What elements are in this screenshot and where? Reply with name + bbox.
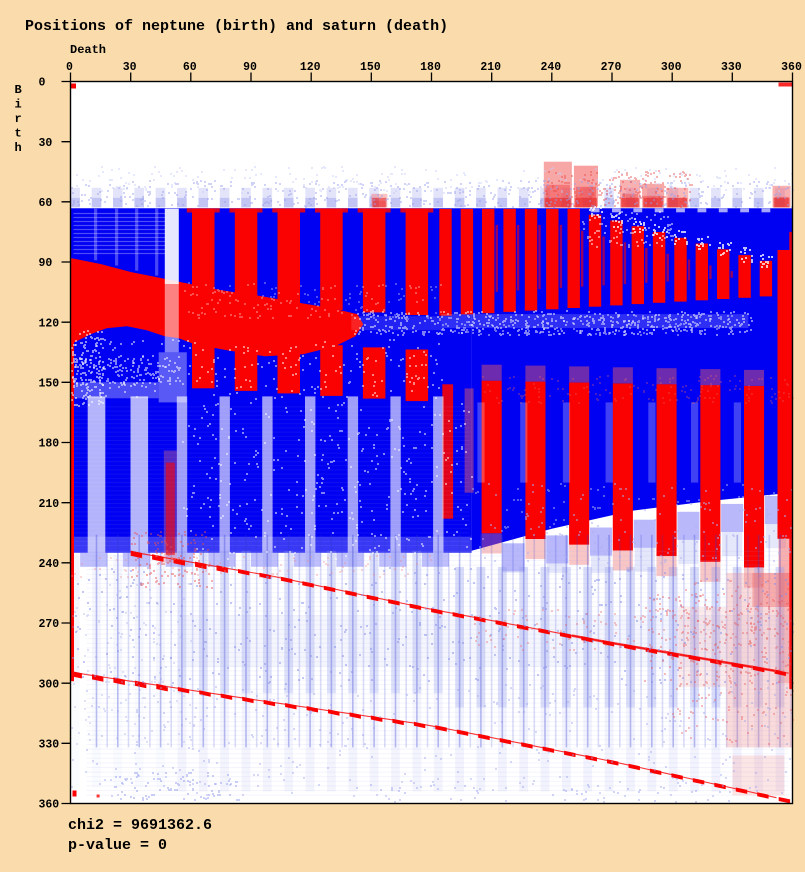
svg-text:30: 30 bbox=[123, 61, 137, 74]
svg-text:240: 240 bbox=[540, 61, 561, 74]
svg-text:90: 90 bbox=[243, 61, 257, 74]
svg-text:270: 270 bbox=[601, 61, 622, 74]
svg-text:180: 180 bbox=[420, 61, 441, 74]
svg-text:270: 270 bbox=[39, 618, 60, 631]
svg-text:360: 360 bbox=[39, 799, 60, 812]
svg-text:B: B bbox=[15, 83, 22, 97]
svg-text:0: 0 bbox=[39, 77, 46, 90]
svg-text:300: 300 bbox=[661, 61, 682, 74]
svg-text:120: 120 bbox=[39, 317, 60, 330]
svg-text:120: 120 bbox=[300, 61, 321, 74]
svg-text:300: 300 bbox=[39, 678, 60, 691]
svg-text:150: 150 bbox=[360, 61, 381, 74]
svg-text:150: 150 bbox=[39, 378, 60, 391]
svg-text:i: i bbox=[15, 98, 22, 112]
svg-text:210: 210 bbox=[39, 498, 60, 511]
svg-text:330: 330 bbox=[39, 739, 60, 752]
svg-text:chi2 = 9691362.6: chi2 = 9691362.6 bbox=[68, 817, 212, 834]
svg-text:90: 90 bbox=[39, 257, 53, 270]
svg-text:60: 60 bbox=[39, 197, 53, 210]
svg-text:Death: Death bbox=[70, 43, 106, 57]
svg-text:t: t bbox=[15, 127, 22, 141]
svg-text:360: 360 bbox=[781, 61, 802, 74]
svg-text:h: h bbox=[15, 141, 22, 155]
svg-text:180: 180 bbox=[39, 438, 60, 451]
svg-text:0: 0 bbox=[66, 61, 73, 74]
svg-text:30: 30 bbox=[39, 137, 53, 150]
svg-text:p-value = 0: p-value = 0 bbox=[68, 837, 167, 854]
svg-text:60: 60 bbox=[183, 61, 197, 74]
svg-text:r: r bbox=[15, 112, 22, 126]
svg-text:330: 330 bbox=[721, 61, 742, 74]
svg-text:240: 240 bbox=[39, 558, 60, 571]
svg-text:210: 210 bbox=[480, 61, 501, 74]
svg-text:Positions of neptune (birth) a: Positions of neptune (birth) and saturn … bbox=[25, 18, 448, 35]
